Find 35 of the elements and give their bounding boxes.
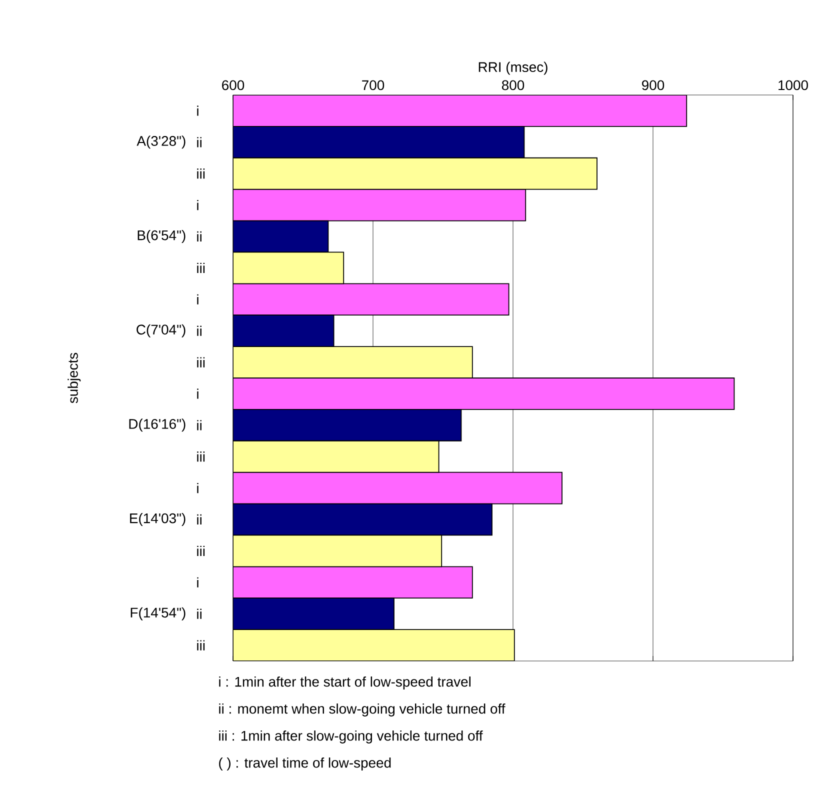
y-tick-label: B(6'54") bbox=[138, 230, 186, 243]
x-axis-title: RRI (msec) bbox=[478, 62, 548, 75]
text: ii bbox=[197, 326, 202, 336]
x-tick-label: 600 bbox=[222, 80, 244, 90]
x-tick-label: 1000 bbox=[778, 80, 808, 90]
text: iii bbox=[197, 357, 205, 368]
x-tick-label: 900 bbox=[642, 80, 664, 90]
text: iii bbox=[197, 452, 205, 462]
y-tick-label: E(14'03") bbox=[130, 512, 186, 526]
text: ii bbox=[197, 608, 202, 619]
text: ii : monemt when slow-going vehicle turned off bbox=[219, 703, 506, 716]
text: ii bbox=[197, 137, 202, 148]
text: i bbox=[197, 388, 198, 399]
text: iii bbox=[197, 546, 205, 556]
text: i bbox=[197, 482, 198, 494]
text: i bbox=[197, 106, 198, 116]
x-tick-label: 800 bbox=[502, 80, 524, 90]
text: iii bbox=[197, 640, 205, 650]
y-tick-label: D(16'16") bbox=[129, 418, 186, 432]
text: i bbox=[197, 577, 198, 588]
text: ( ) : travel time of low-speed bbox=[219, 757, 391, 770]
y-tick-label: C(7'04") bbox=[136, 324, 186, 338]
text: i : 1min after the start of low-speed travel bbox=[219, 676, 470, 690]
y-tick-label: A(3'28") bbox=[136, 136, 186, 149]
text: i bbox=[197, 200, 198, 210]
text: ii bbox=[197, 231, 202, 242]
y-axis-title: subjects bbox=[68, 352, 81, 404]
text: ii bbox=[197, 420, 202, 430]
text: i bbox=[197, 294, 198, 304]
text: iii bbox=[197, 262, 205, 273]
text: iii : 1min after slow-going vehicle turned off bbox=[219, 730, 483, 744]
x-tick-label: 700 bbox=[362, 80, 384, 90]
text: ii bbox=[197, 514, 202, 525]
y-tick-label: F(14'54") bbox=[130, 607, 186, 620]
text: iii bbox=[197, 168, 205, 179]
